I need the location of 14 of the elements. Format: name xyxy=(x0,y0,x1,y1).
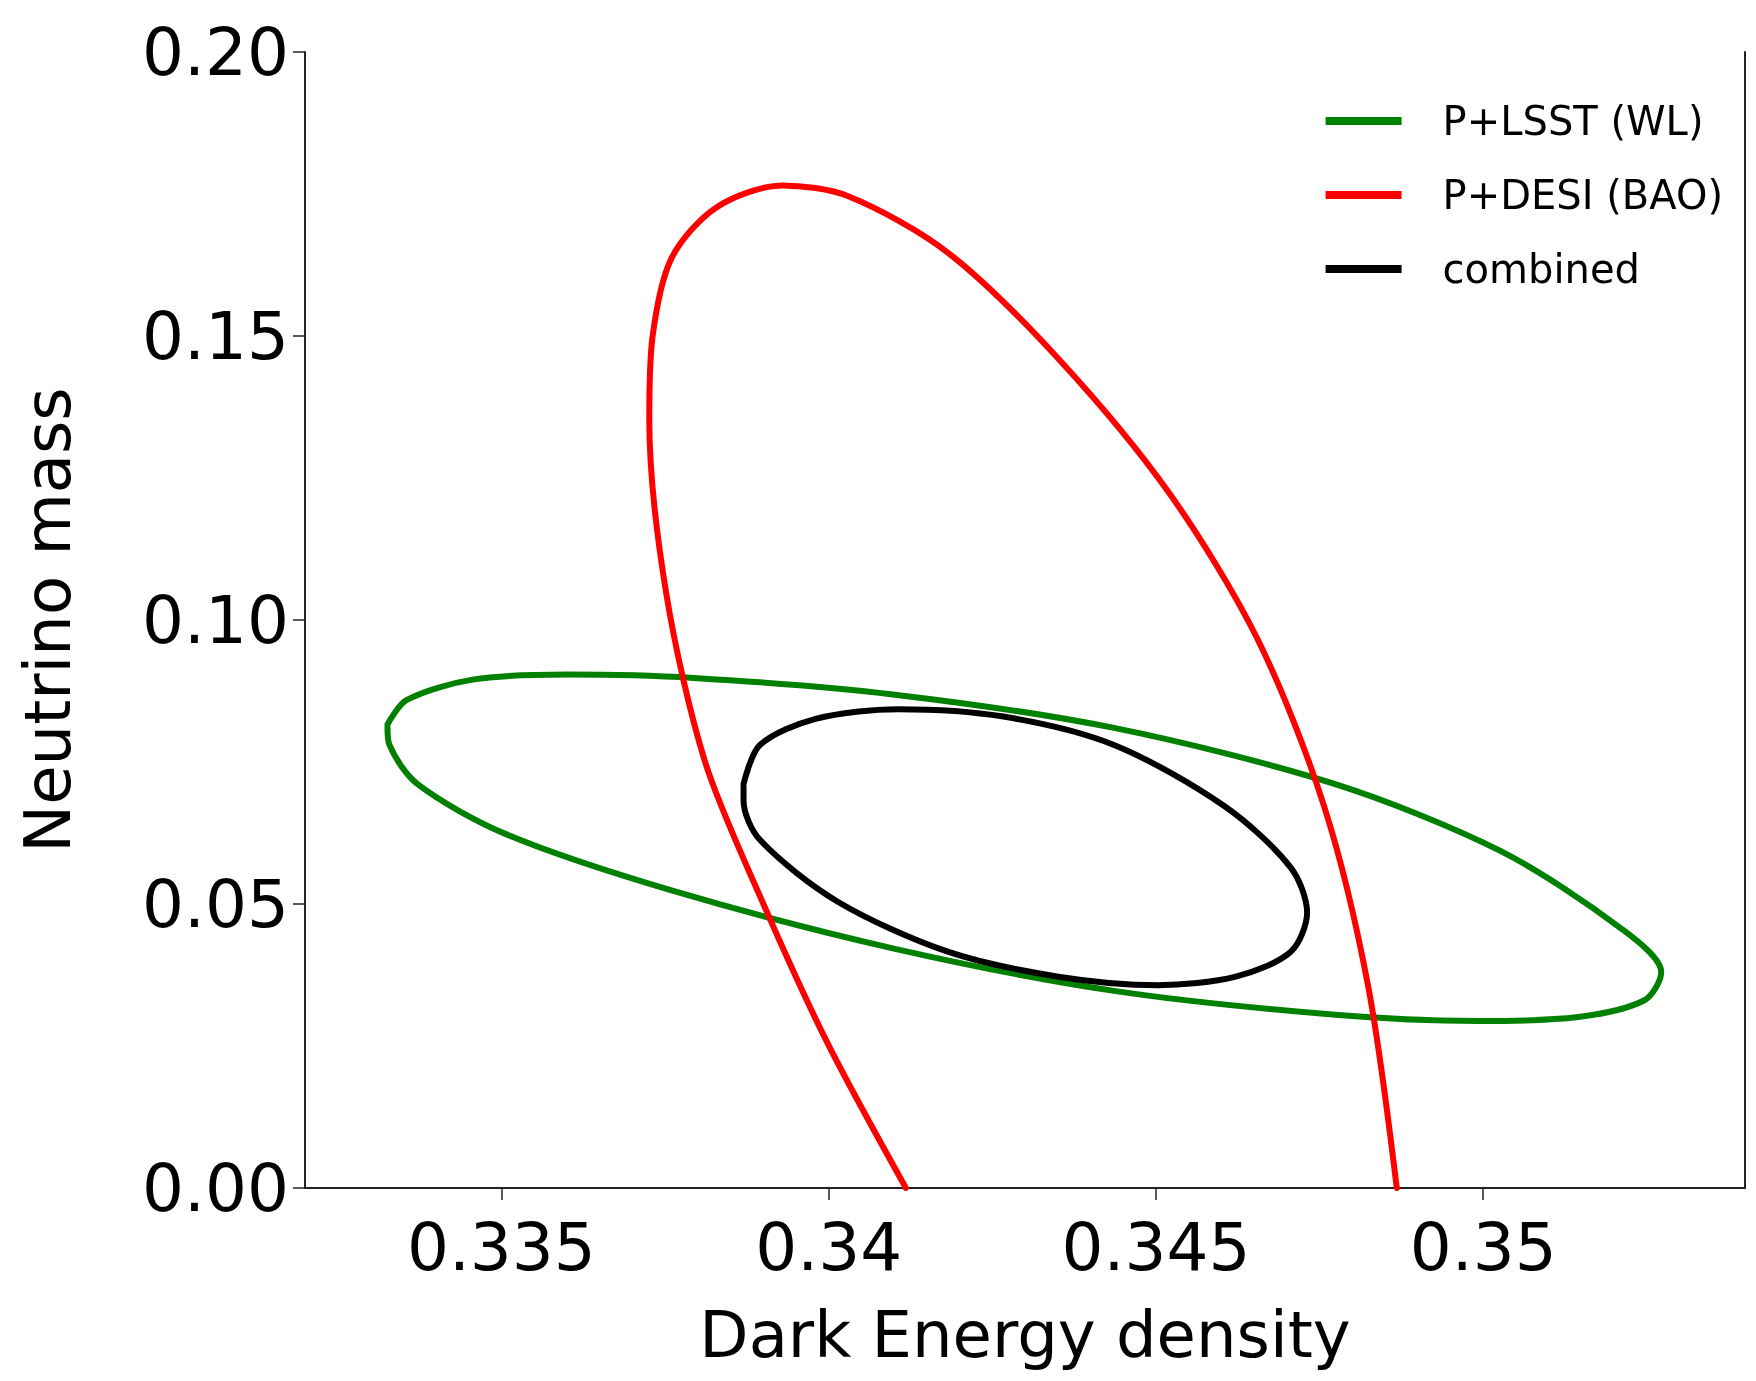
legend-label: P+LSST (WL) xyxy=(1442,98,1704,144)
legend-label: combined xyxy=(1442,246,1640,292)
x-tick-label: 0.345 xyxy=(1061,1208,1251,1286)
x-tick-label: 0.34 xyxy=(755,1208,903,1286)
y-tick-label: 0.00 xyxy=(142,1149,289,1227)
legend-label: P+DESI (BAO) xyxy=(1442,172,1724,218)
y-tick-label: 0.10 xyxy=(142,581,289,659)
x-tick-label: 0.35 xyxy=(1409,1208,1557,1286)
y-tick-label: 0.05 xyxy=(142,865,289,943)
y-axis-title: Neutrino mass xyxy=(11,387,85,853)
y-tick-label: 0.20 xyxy=(142,13,289,91)
x-tick-label: 0.335 xyxy=(406,1208,596,1286)
x-axis-title: Dark Energy density xyxy=(699,1298,1351,1372)
y-tick-label: 0.15 xyxy=(142,297,289,375)
